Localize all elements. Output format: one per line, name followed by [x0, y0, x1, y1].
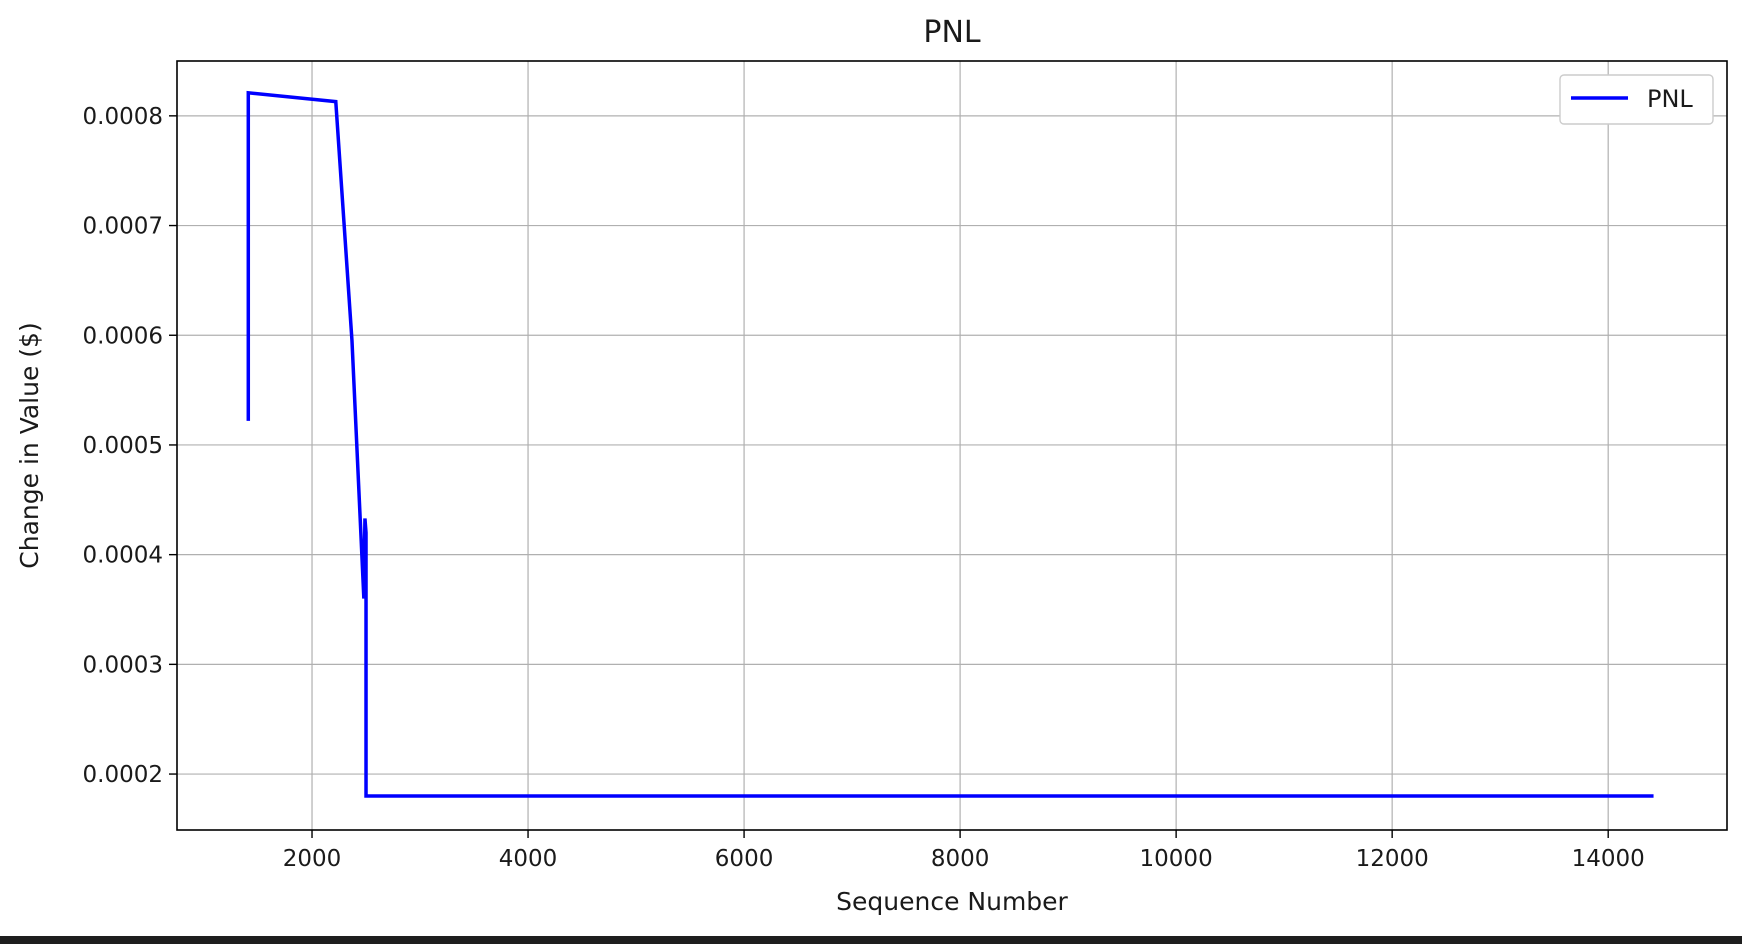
x-axis-title: Sequence Number: [836, 887, 1068, 916]
x-tick-label: 10000: [1140, 846, 1213, 872]
series-line-pnl: [246, 90, 1654, 798]
y-tick-label: 0.0004: [83, 543, 163, 569]
legend: PNL: [1559, 74, 1714, 125]
x-tick-label: 8000: [931, 846, 990, 872]
y-tick-label: 0.0008: [83, 104, 163, 130]
x-tick-label: 12000: [1356, 846, 1429, 872]
y-axis-ticks: 0.0002 0.0003 0.0004 0.0005 0.0006 0.0007 0.00…: [83, 104, 177, 788]
x-tick-label: 14000: [1572, 846, 1645, 872]
bottom-bar: [0, 936, 1742, 944]
y-tick-label: 0.0002: [83, 762, 163, 788]
y-axis-title: Change in Value ($): [15, 322, 44, 568]
y-tick-label: 0.0007: [83, 214, 163, 240]
series-layer: [246, 90, 1654, 798]
x-axis-ticks: 2000 4000 6000 8000 10000 12000 14000: [283, 830, 1645, 872]
x-tick-label: 6000: [715, 846, 774, 872]
plot-frame: [176, 60, 1728, 831]
chart-title: PNL: [923, 15, 981, 50]
x-tick-label: 4000: [499, 846, 558, 872]
y-tick-label: 0.0006: [83, 323, 163, 349]
grid-lines: [177, 61, 1727, 830]
y-tick-label: 0.0003: [83, 652, 163, 678]
x-tick-label: 2000: [283, 846, 342, 872]
legend-label-pnl: PNL: [1647, 85, 1693, 113]
legend-box: [1559, 74, 1714, 125]
y-tick-label: 0.0005: [83, 433, 163, 459]
